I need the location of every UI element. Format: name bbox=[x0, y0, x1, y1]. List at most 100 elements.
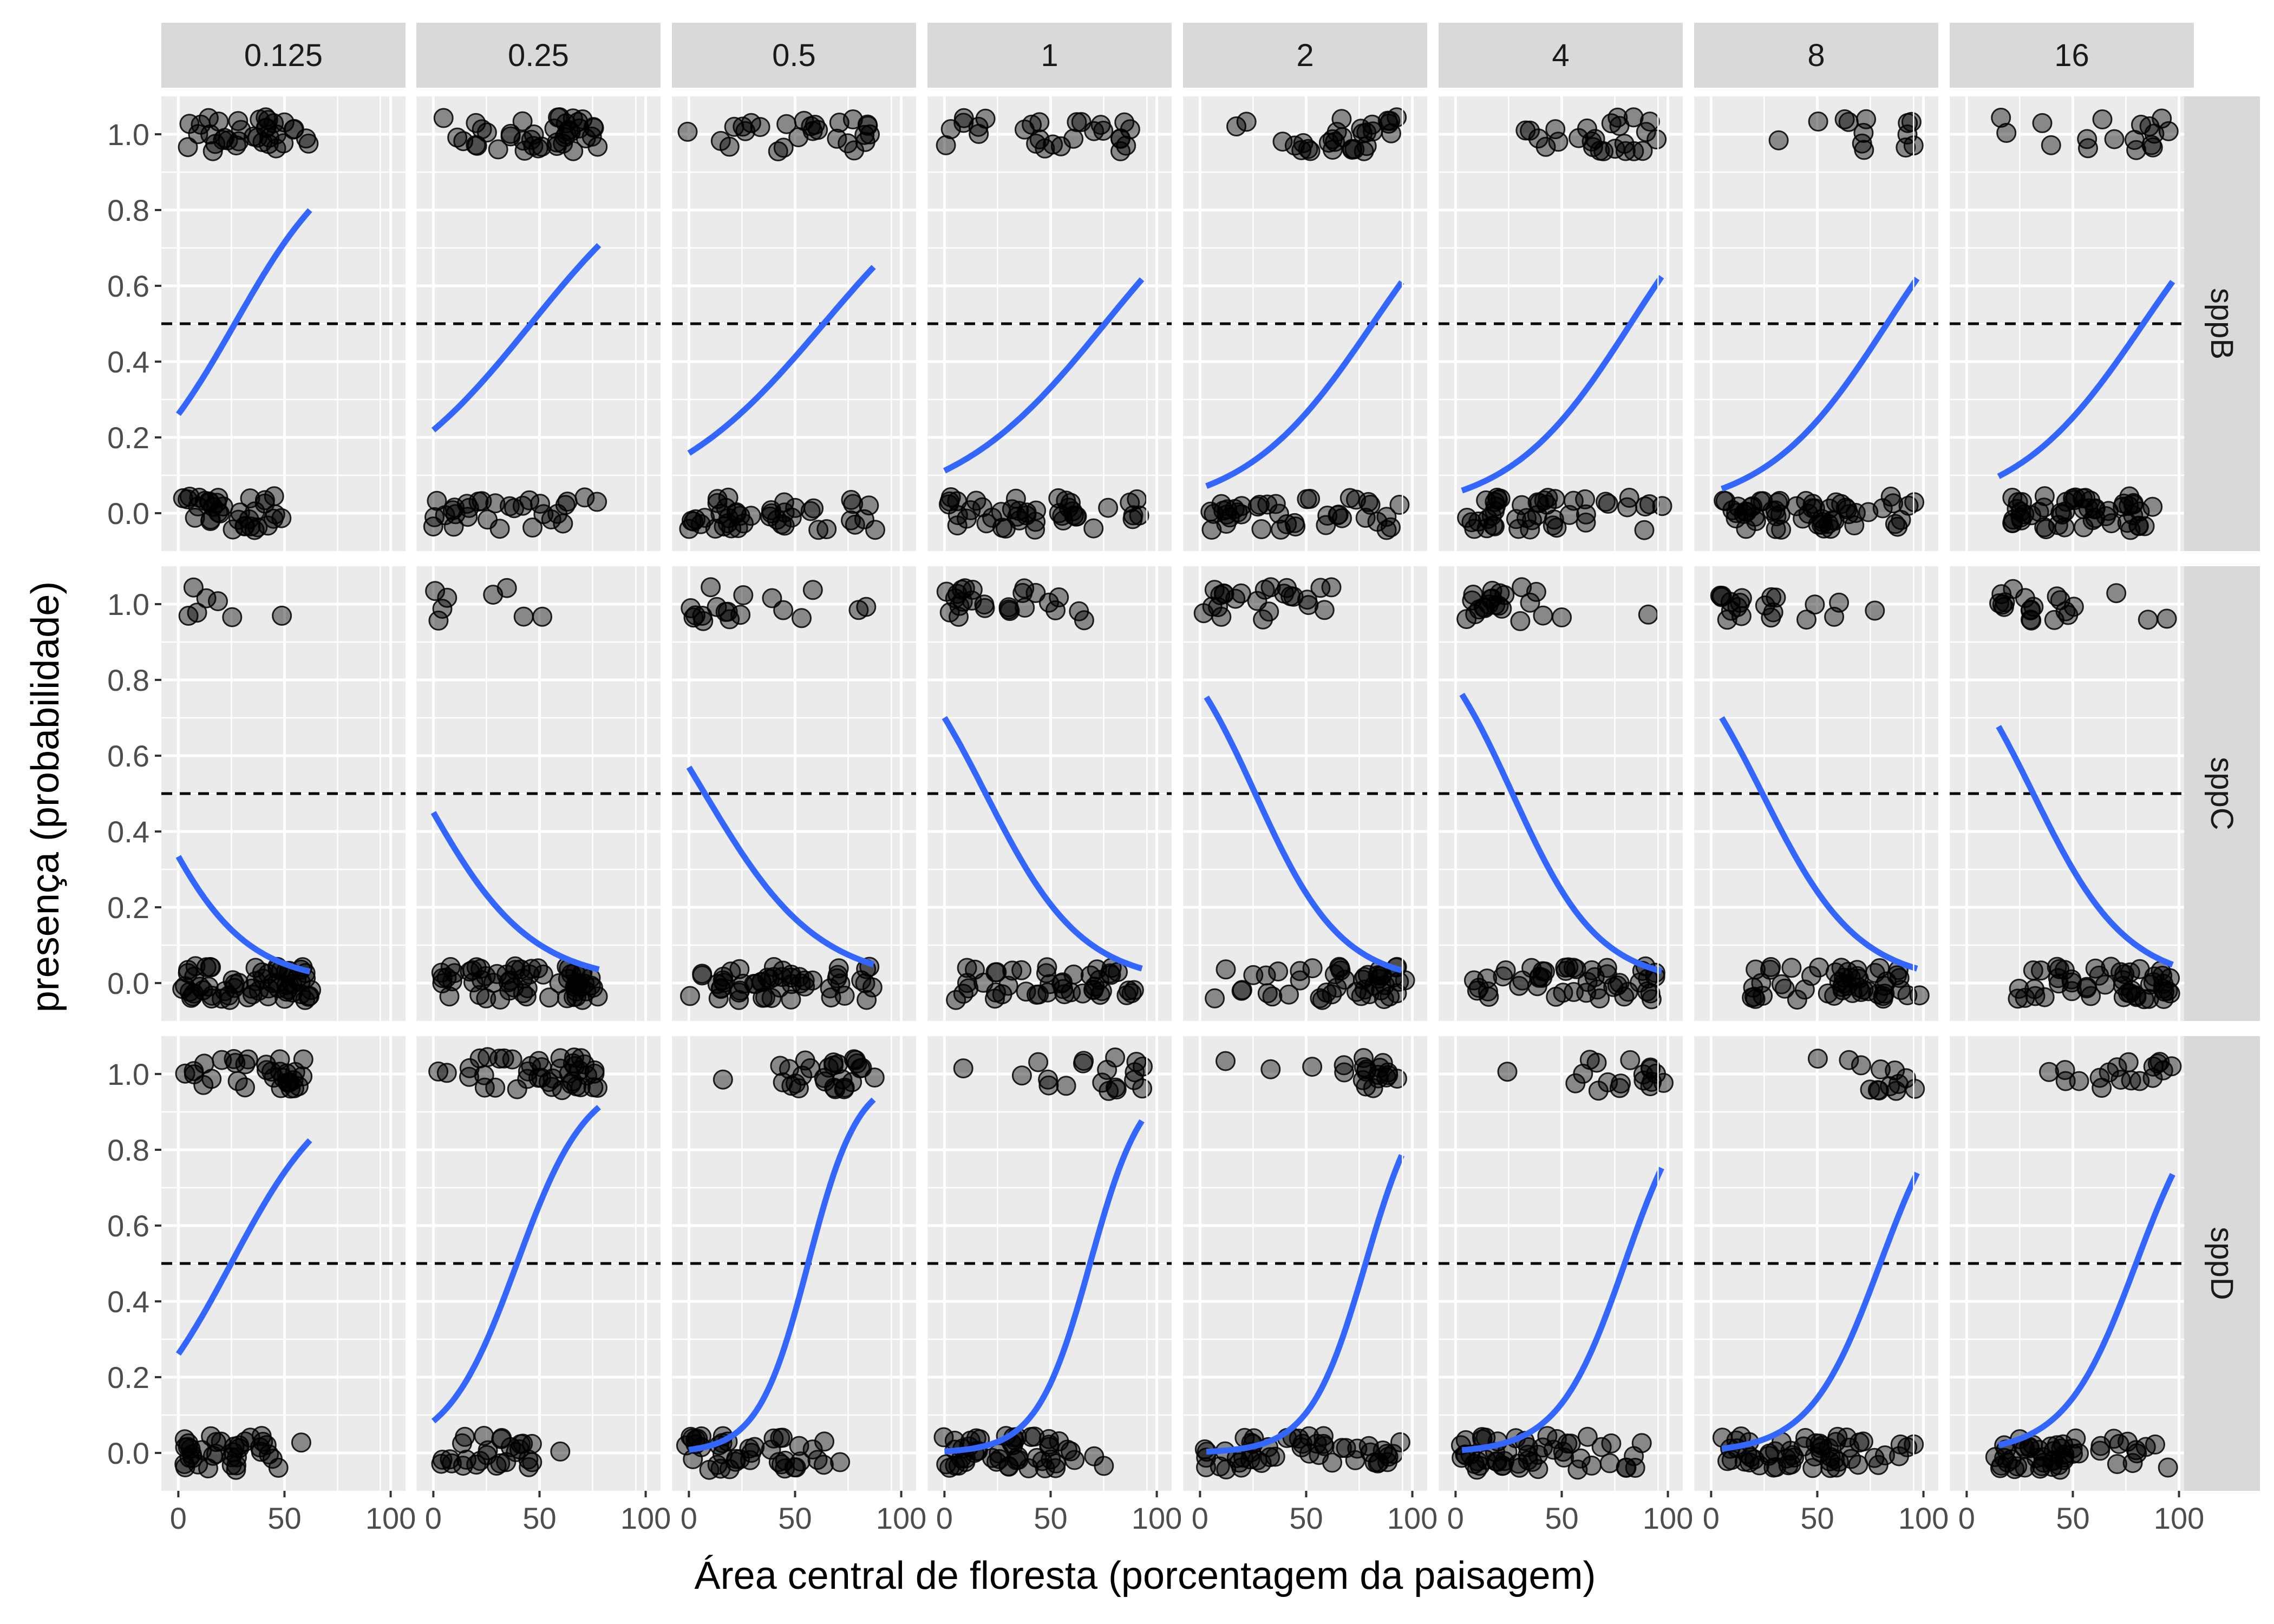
data-point bbox=[1829, 1451, 1849, 1472]
data-point bbox=[1847, 966, 1867, 986]
fitted-curve bbox=[688, 1097, 876, 1453]
data-point bbox=[1852, 133, 1872, 154]
data-point bbox=[1497, 1062, 1518, 1082]
data-point bbox=[1029, 112, 1050, 133]
data-point bbox=[223, 519, 243, 540]
data-point bbox=[1586, 1052, 1607, 1073]
data-point bbox=[1577, 972, 1598, 992]
data-point bbox=[1868, 1080, 1889, 1101]
data-point bbox=[735, 121, 756, 141]
data-point bbox=[1829, 592, 1850, 613]
data-point bbox=[1795, 1427, 1815, 1448]
data-point bbox=[733, 585, 754, 605]
data-point bbox=[1573, 1064, 1593, 1084]
data-point bbox=[962, 580, 983, 600]
data-point bbox=[1028, 1052, 1049, 1072]
data-point bbox=[1007, 506, 1028, 527]
data-point bbox=[2039, 1062, 2059, 1082]
data-point bbox=[2142, 496, 2163, 517]
data-point bbox=[1889, 1446, 1909, 1466]
y-tick-label: 0.4 bbox=[107, 345, 149, 379]
data-point bbox=[1123, 505, 1143, 526]
data-point bbox=[1038, 1075, 1059, 1096]
data-point bbox=[1995, 592, 2015, 613]
data-point bbox=[240, 488, 260, 509]
panel-sppC-4 bbox=[1402, 566, 1683, 1021]
data-point bbox=[1328, 505, 1349, 525]
data-point bbox=[184, 984, 204, 1004]
data-point bbox=[953, 1058, 973, 1079]
data-point bbox=[208, 591, 228, 612]
data-point bbox=[1768, 130, 1789, 150]
data-point bbox=[1069, 601, 1089, 621]
data-point bbox=[1546, 986, 1566, 1007]
data-point bbox=[1517, 508, 1537, 528]
data-point bbox=[2020, 1438, 2040, 1458]
data-point bbox=[2138, 610, 2158, 630]
data-point bbox=[845, 514, 865, 535]
y-tick-label: 0.6 bbox=[107, 739, 149, 773]
data-point bbox=[1090, 115, 1111, 135]
data-point bbox=[2055, 1060, 2075, 1081]
data-point bbox=[763, 1428, 784, 1449]
data-point bbox=[1901, 112, 1922, 132]
data-point bbox=[1552, 607, 1572, 627]
x-tick-label: 100 bbox=[1898, 1501, 1949, 1535]
data-point bbox=[1512, 495, 1532, 515]
data-point bbox=[550, 1441, 571, 1462]
data-point bbox=[834, 985, 855, 1006]
data-point bbox=[478, 509, 498, 530]
data-point bbox=[1839, 1050, 1859, 1070]
x-tick-label: 100 bbox=[1387, 1501, 1437, 1535]
data-point bbox=[1633, 1064, 1654, 1085]
panel-grid bbox=[125, 96, 2194, 1491]
data-point bbox=[1049, 587, 1069, 607]
row-strip bbox=[2184, 1036, 2260, 1491]
data-point bbox=[1452, 1448, 1472, 1468]
data-point bbox=[792, 1065, 813, 1086]
data-point bbox=[1196, 1457, 1216, 1477]
data-point bbox=[519, 490, 540, 510]
data-point bbox=[1125, 1062, 1145, 1083]
data-point bbox=[1727, 597, 1748, 617]
data-point bbox=[1478, 981, 1498, 1001]
data-point bbox=[1057, 1439, 1077, 1460]
axes: 0.0 0.2 0.4 0.6 0.8 1.0 0.0 0.2 0.4 0.6 0.8 1.0 0.0 0… bbox=[107, 117, 2204, 1535]
data-point bbox=[201, 1069, 222, 1089]
panel-sppB-0.25 bbox=[380, 96, 661, 551]
column-strip-label: 0.25 bbox=[508, 38, 569, 73]
y-tick-label: 0.4 bbox=[107, 1285, 149, 1319]
data-point bbox=[770, 1427, 790, 1448]
data-point bbox=[755, 987, 775, 1008]
data-point bbox=[2104, 129, 2125, 149]
data-point bbox=[1038, 592, 1059, 613]
x-tick-label: 0 bbox=[170, 1501, 187, 1535]
data-point bbox=[226, 1455, 246, 1476]
data-point bbox=[1297, 489, 1317, 509]
data-point bbox=[1116, 985, 1137, 1005]
x-tick-label: 50 bbox=[1034, 1501, 1067, 1535]
data-point bbox=[724, 116, 744, 137]
data-point bbox=[761, 988, 782, 1009]
data-point bbox=[437, 587, 458, 608]
data-point bbox=[522, 1452, 543, 1472]
column-strip-label: 2 bbox=[1296, 38, 1314, 73]
data-point bbox=[1032, 1451, 1053, 1471]
data-point bbox=[196, 588, 217, 608]
data-point bbox=[2032, 113, 2053, 133]
data-point bbox=[774, 515, 795, 536]
data-point bbox=[680, 986, 700, 1006]
fitted-curve bbox=[942, 716, 1143, 972]
data-point bbox=[1717, 1451, 1737, 1471]
x-tick-label: 100 bbox=[620, 1501, 671, 1535]
data-point bbox=[1354, 1048, 1374, 1068]
data-point bbox=[1832, 977, 1852, 997]
data-point bbox=[445, 504, 466, 525]
data-point bbox=[933, 1427, 954, 1448]
data-point bbox=[1532, 961, 1553, 981]
data-point bbox=[550, 107, 570, 128]
y-tick-label: 0.8 bbox=[107, 1133, 149, 1167]
data-point bbox=[1478, 594, 1499, 615]
data-point bbox=[1014, 578, 1035, 599]
data-point bbox=[1485, 492, 1505, 512]
